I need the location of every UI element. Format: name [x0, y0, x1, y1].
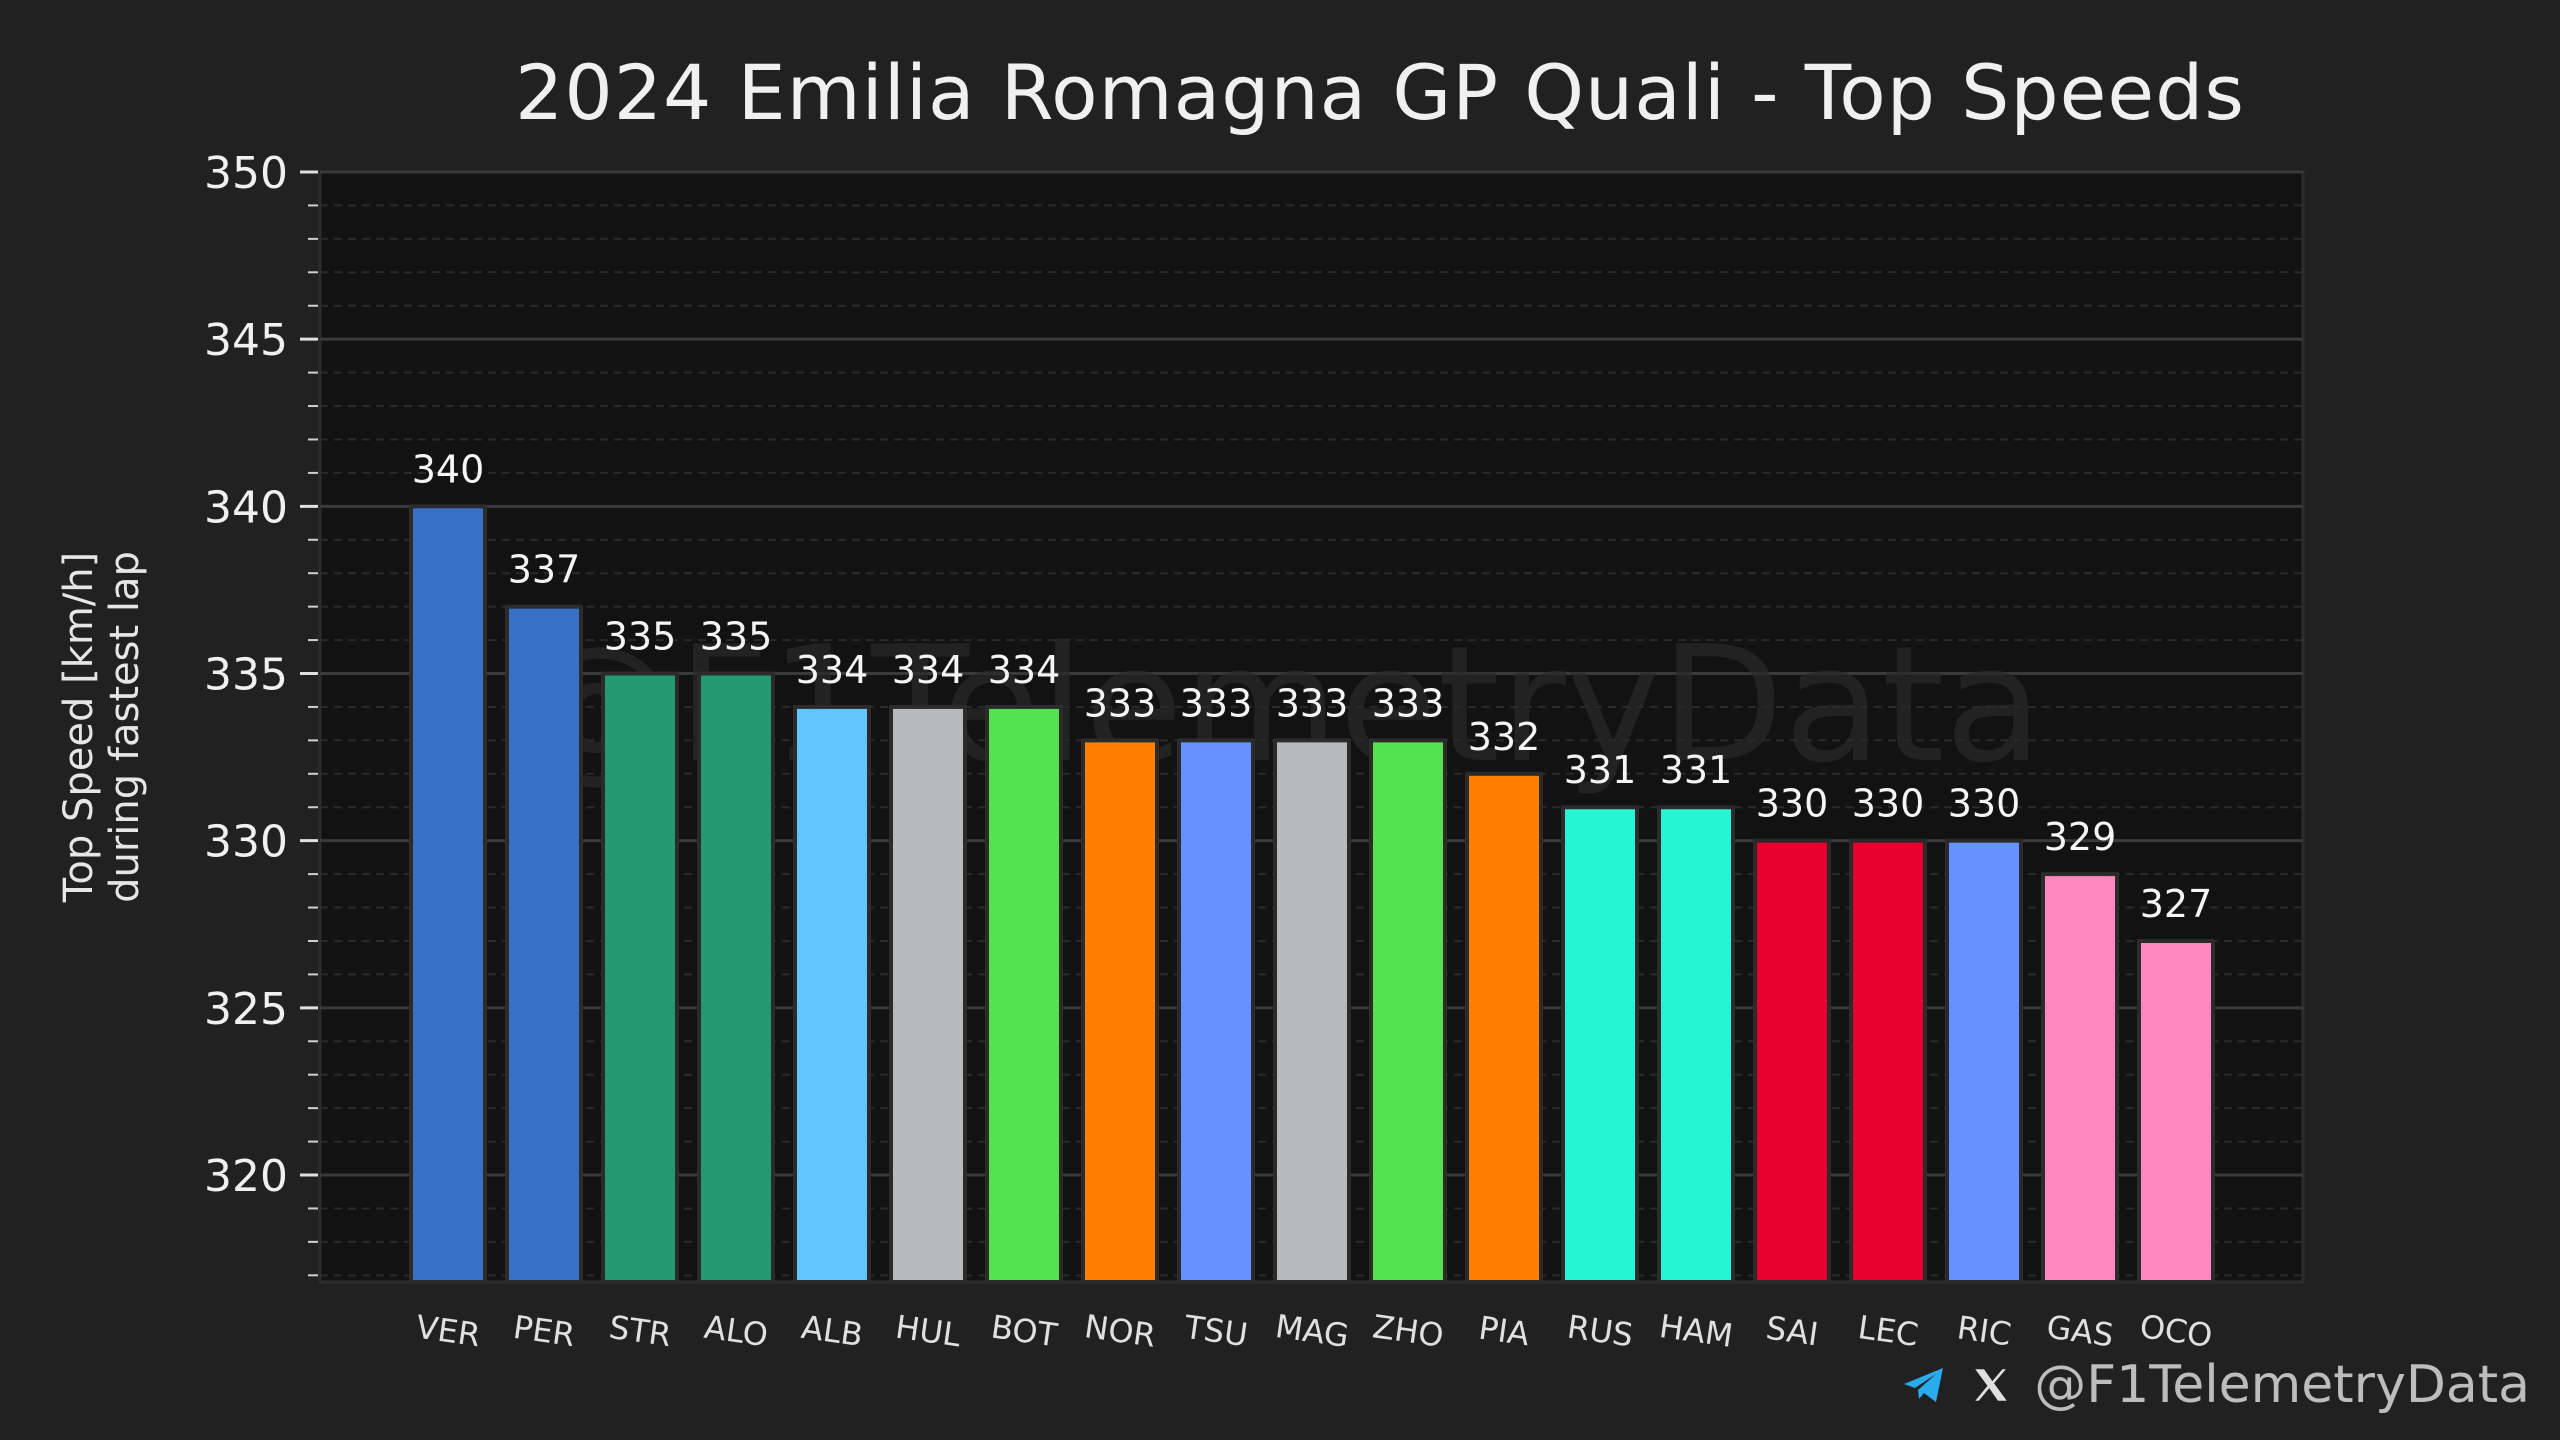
bar-ham — [1657, 805, 1735, 1284]
x-tick-label: PER — [511, 1308, 577, 1354]
data-label: 333 — [1084, 681, 1157, 725]
x-tick-label: ALO — [702, 1308, 770, 1355]
x-tick-label: STR — [607, 1308, 674, 1354]
y-tick-label: 330 — [204, 817, 288, 868]
bar-rus — [1561, 805, 1639, 1284]
x-tick-label: RIC — [1955, 1308, 2014, 1353]
bar-lec — [1849, 838, 1927, 1284]
bar-alb — [793, 704, 871, 1284]
bar-nor — [1081, 738, 1159, 1284]
x-tick-label: NOR — [1082, 1307, 1158, 1355]
bar-oco — [2137, 938, 2215, 1284]
x-tick-label: HAM — [1657, 1307, 1735, 1355]
data-label: 332 — [1468, 715, 1541, 759]
data-label: 337 — [508, 548, 581, 592]
bar-sai — [1753, 838, 1831, 1284]
y-tick-label: 320 — [204, 1151, 288, 1202]
x-tick-label: ALB — [799, 1308, 865, 1354]
y-tick-label: 340 — [204, 482, 288, 533]
x-tick-label: GAS — [2044, 1308, 2116, 1355]
telegram-icon[interactable] — [1900, 1361, 1948, 1409]
data-label: 333 — [1372, 681, 1445, 725]
data-label: 331 — [1564, 748, 1637, 792]
x-tick-label: SAI — [1764, 1309, 1821, 1354]
x-tick-label: PIA — [1476, 1309, 1532, 1354]
y-axis-label-line2: during fastest lap — [102, 551, 148, 903]
chart-title: 2024 Emilia Romagna GP Quali - Top Speed… — [515, 48, 2245, 137]
data-label: 330 — [1852, 782, 1925, 826]
bar-tsu — [1177, 738, 1255, 1284]
bar-per — [505, 604, 583, 1284]
footer-handle[interactable]: @F1TelemetryData — [2034, 1355, 2530, 1415]
x-tick-label: TSU — [1181, 1308, 1250, 1355]
bars — [409, 504, 2215, 1285]
x-tick-label: BOT — [989, 1308, 1060, 1355]
data-label: 334 — [796, 648, 869, 692]
y-axis: 320 325 330 335 340 345 350 — [204, 148, 318, 1277]
x-tick-label: OCO — [2137, 1307, 2214, 1355]
data-label: 330 — [1948, 782, 2021, 826]
bar-hul — [889, 704, 967, 1284]
data-label: 334 — [892, 648, 965, 692]
x-tick-label: LEC — [1856, 1308, 1921, 1354]
bar-ric — [1945, 838, 2023, 1284]
bar-alo — [697, 671, 775, 1284]
footer: @F1TelemetryData — [1900, 1350, 2530, 1420]
y-tick-label: 335 — [204, 650, 288, 701]
x-tick-label: VER — [414, 1308, 483, 1355]
data-label: 330 — [1756, 782, 1829, 826]
x-axis: VER PER STR ALO ALB HUL BOT NOR TSU MAG ZHO PIA RUS H… — [414, 1307, 2215, 1355]
data-label: 334 — [988, 648, 1061, 692]
x-tick-label: MAG — [1273, 1307, 1351, 1355]
data-label: 331 — [1660, 748, 1733, 792]
y-axis-label-line1: Top Speed [km/h] — [56, 552, 102, 904]
data-label: 340 — [412, 447, 485, 491]
y-tick-label: 325 — [204, 984, 288, 1035]
data-label: 333 — [1180, 681, 1253, 725]
y-tick-label: 350 — [204, 148, 288, 199]
y-axis-label: Top Speed [km/h] during fastest lap — [56, 551, 148, 903]
bar-gas — [2041, 872, 2119, 1285]
data-label: 335 — [604, 615, 677, 659]
x-logo-icon[interactable] — [1970, 1364, 2012, 1406]
bar-zho — [1369, 738, 1447, 1284]
x-tick-label: RUS — [1565, 1308, 1636, 1355]
data-label: 327 — [2140, 882, 2213, 926]
bar-mag — [1273, 738, 1351, 1284]
y-tick-label: 345 — [204, 315, 288, 366]
x-tick-label: HUL — [893, 1308, 963, 1355]
data-labels: 340 337 335 335 334 334 334 333 333 333 333 332 331 3… — [412, 447, 2213, 926]
bar-bot — [985, 704, 1063, 1284]
data-label: 333 — [1276, 681, 1349, 725]
bar-pia — [1465, 771, 1543, 1285]
data-label: 335 — [700, 615, 773, 659]
bar-str — [601, 671, 679, 1284]
data-label: 329 — [2044, 815, 2117, 859]
x-tick-label: ZHO — [1370, 1307, 1446, 1355]
bar-ver — [409, 504, 487, 1284]
